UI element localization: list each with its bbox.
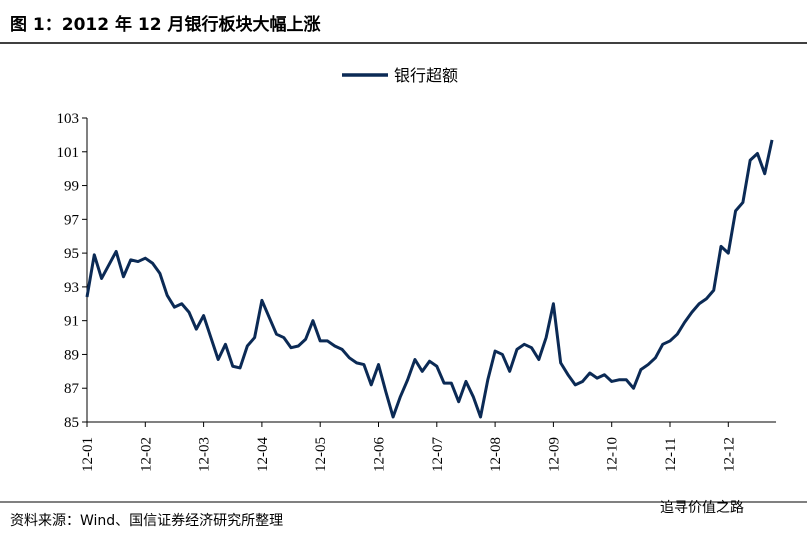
x-tick-label: 12-04 [255,437,271,472]
y-tick-label: 93 [64,280,79,296]
x-tick-label: 12-05 [313,437,329,472]
x-tick-label: 12-10 [605,437,621,472]
x-tick-label: 12-03 [197,437,213,472]
y-tick-label: 87 [64,381,80,397]
x-tick-label: 12-09 [546,437,562,472]
legend-label: 银行超额 [394,66,458,85]
source: 资料来源：Wind、国信证券经济研究所整理 [10,513,283,529]
y-tick-label: 101 [57,145,80,161]
y-tick-label: 91 [64,314,79,330]
y-tick-label: 89 [64,347,79,363]
y-tick-label: 85 [64,415,79,431]
x-tick-label: 12-01 [80,437,96,472]
x-tick-label: 12-07 [430,437,446,472]
line-series [85,139,774,419]
chart-title: 图 1：2012 年 12 月银行板块大幅上涨 [10,14,320,35]
y-tick-label: 103 [57,111,80,127]
x-tick-label: 12-06 [372,437,388,472]
x-tick-label: 12-12 [721,437,737,472]
x-tick-label: 12-02 [138,437,154,472]
y-tick-label: 95 [64,246,79,262]
y-tick-label: 99 [64,179,79,195]
y-tick-label: 97 [64,212,80,228]
x-tick-label: 12-08 [488,437,504,472]
x-tick-label: 12-11 [663,438,679,472]
watermark: 追寻价值之路 [660,500,744,516]
